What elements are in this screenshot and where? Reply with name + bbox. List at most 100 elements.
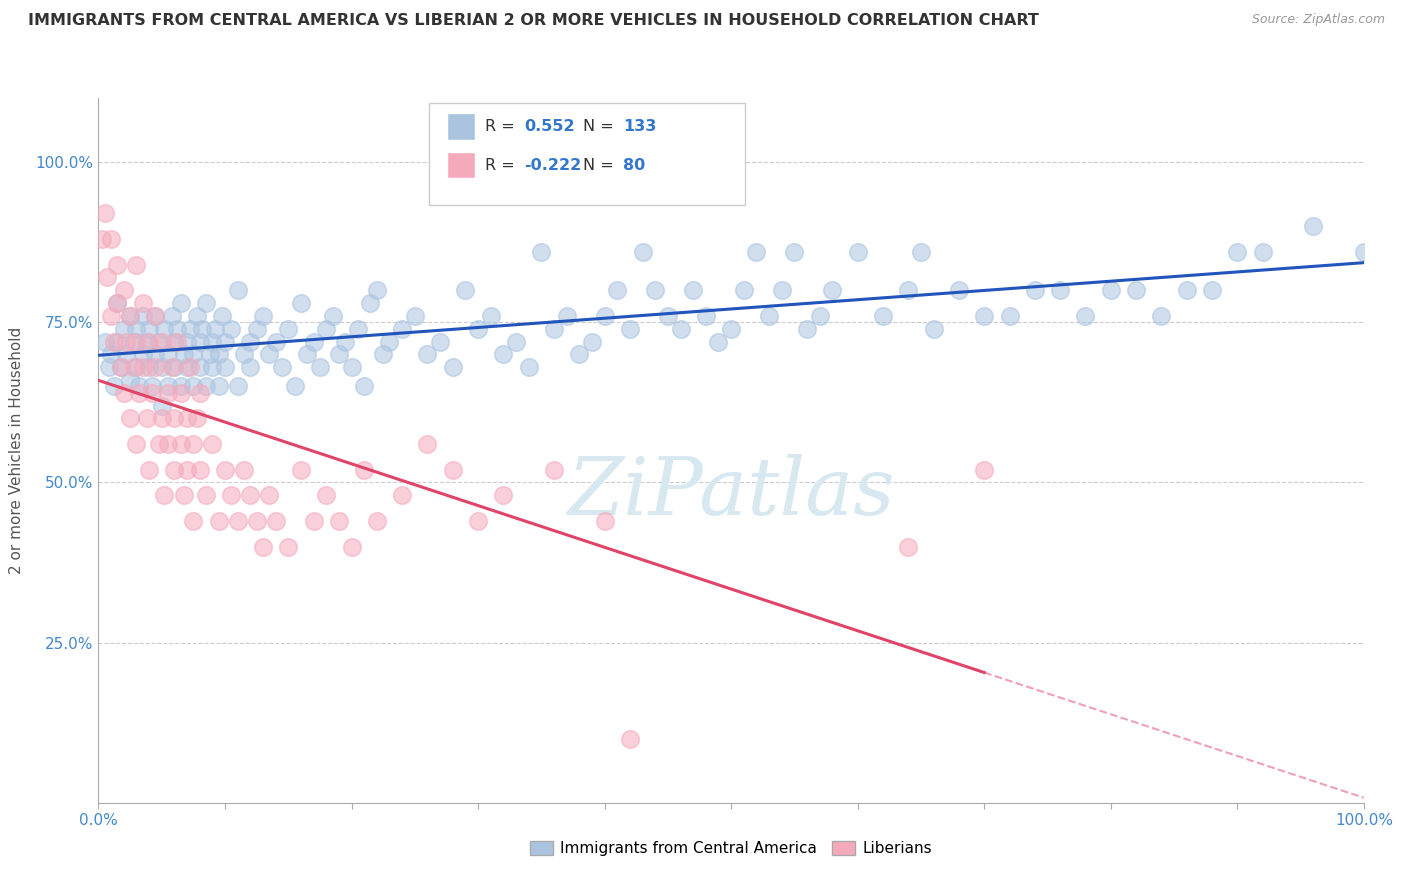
- Point: [138, 334, 160, 349]
- Text: -0.222: -0.222: [524, 158, 582, 172]
- Point: [186, 309, 208, 323]
- Point: [846, 244, 869, 259]
- Point: [188, 385, 211, 400]
- Point: [391, 322, 413, 336]
- Point: [150, 411, 173, 425]
- Point: [145, 309, 166, 323]
- Point: [128, 379, 150, 393]
- Point: [176, 360, 198, 375]
- Point: [112, 322, 135, 336]
- Point: [145, 347, 166, 361]
- Point: [194, 488, 218, 502]
- Point: [429, 334, 451, 349]
- Point: [169, 385, 191, 400]
- Point: [467, 514, 489, 528]
- Point: [163, 334, 186, 349]
- Point: [568, 347, 591, 361]
- Point: [233, 347, 256, 361]
- Point: [148, 334, 170, 349]
- Point: [93, 206, 117, 220]
- Point: [226, 514, 249, 528]
- Point: [467, 322, 489, 336]
- Point: [910, 244, 932, 259]
- Point: [581, 334, 603, 349]
- Point: [783, 244, 806, 259]
- Point: [135, 334, 157, 349]
- Point: [252, 540, 274, 554]
- Point: [163, 463, 186, 477]
- Point: [682, 283, 704, 297]
- Point: [125, 322, 148, 336]
- Point: [153, 488, 176, 502]
- Point: [179, 322, 201, 336]
- Point: [201, 437, 224, 451]
- Point: [720, 322, 742, 336]
- Point: [120, 373, 141, 387]
- Point: [128, 385, 150, 400]
- Point: [110, 360, 132, 375]
- Point: [264, 514, 287, 528]
- Point: [1302, 219, 1324, 234]
- Point: [115, 347, 138, 361]
- Point: [208, 379, 231, 393]
- Point: [1099, 283, 1122, 297]
- Point: [404, 309, 426, 323]
- Y-axis label: 2 or more Vehicles in Household: 2 or more Vehicles in Household: [10, 326, 24, 574]
- Point: [198, 347, 221, 361]
- Text: IMMIGRANTS FROM CENTRAL AMERICA VS LIBERIAN 2 OR MORE VEHICLES IN HOUSEHOLD CORR: IMMIGRANTS FROM CENTRAL AMERICA VS LIBER…: [28, 13, 1039, 29]
- Point: [371, 347, 394, 361]
- Point: [176, 463, 198, 477]
- Point: [808, 309, 831, 323]
- Point: [733, 283, 755, 297]
- Text: R =: R =: [485, 158, 520, 172]
- Text: N =: N =: [583, 158, 620, 172]
- Point: [107, 296, 129, 310]
- Point: [707, 334, 730, 349]
- Point: [97, 360, 120, 375]
- Point: [277, 540, 299, 554]
- Point: [103, 379, 125, 393]
- Point: [302, 334, 325, 349]
- Point: [619, 322, 641, 336]
- Point: [328, 514, 350, 528]
- Point: [277, 322, 299, 336]
- Point: [315, 488, 337, 502]
- Point: [186, 411, 208, 425]
- Point: [360, 296, 382, 310]
- Point: [163, 360, 186, 375]
- Point: [1074, 309, 1097, 323]
- Point: [619, 731, 641, 746]
- Point: [176, 334, 198, 349]
- Point: [948, 283, 970, 297]
- Point: [188, 334, 211, 349]
- Point: [208, 514, 231, 528]
- Point: [122, 334, 145, 349]
- Text: R =: R =: [485, 120, 520, 134]
- Point: [492, 347, 515, 361]
- Point: [160, 309, 183, 323]
- Point: [100, 232, 122, 246]
- Point: [328, 347, 350, 361]
- Point: [290, 296, 312, 310]
- Point: [309, 360, 332, 375]
- Point: [169, 437, 191, 451]
- Point: [91, 232, 114, 246]
- Point: [120, 411, 141, 425]
- Point: [239, 334, 262, 349]
- Point: [1049, 283, 1071, 297]
- Point: [441, 360, 464, 375]
- Point: [125, 258, 148, 272]
- Point: [219, 488, 243, 502]
- Point: [148, 437, 170, 451]
- Point: [669, 322, 692, 336]
- Point: [593, 514, 616, 528]
- Point: [138, 322, 160, 336]
- Point: [96, 270, 118, 285]
- Point: [183, 437, 205, 451]
- Point: [543, 463, 565, 477]
- Point: [150, 399, 173, 413]
- Point: [1150, 309, 1173, 323]
- Point: [191, 322, 214, 336]
- Point: [745, 244, 768, 259]
- Point: [922, 322, 945, 336]
